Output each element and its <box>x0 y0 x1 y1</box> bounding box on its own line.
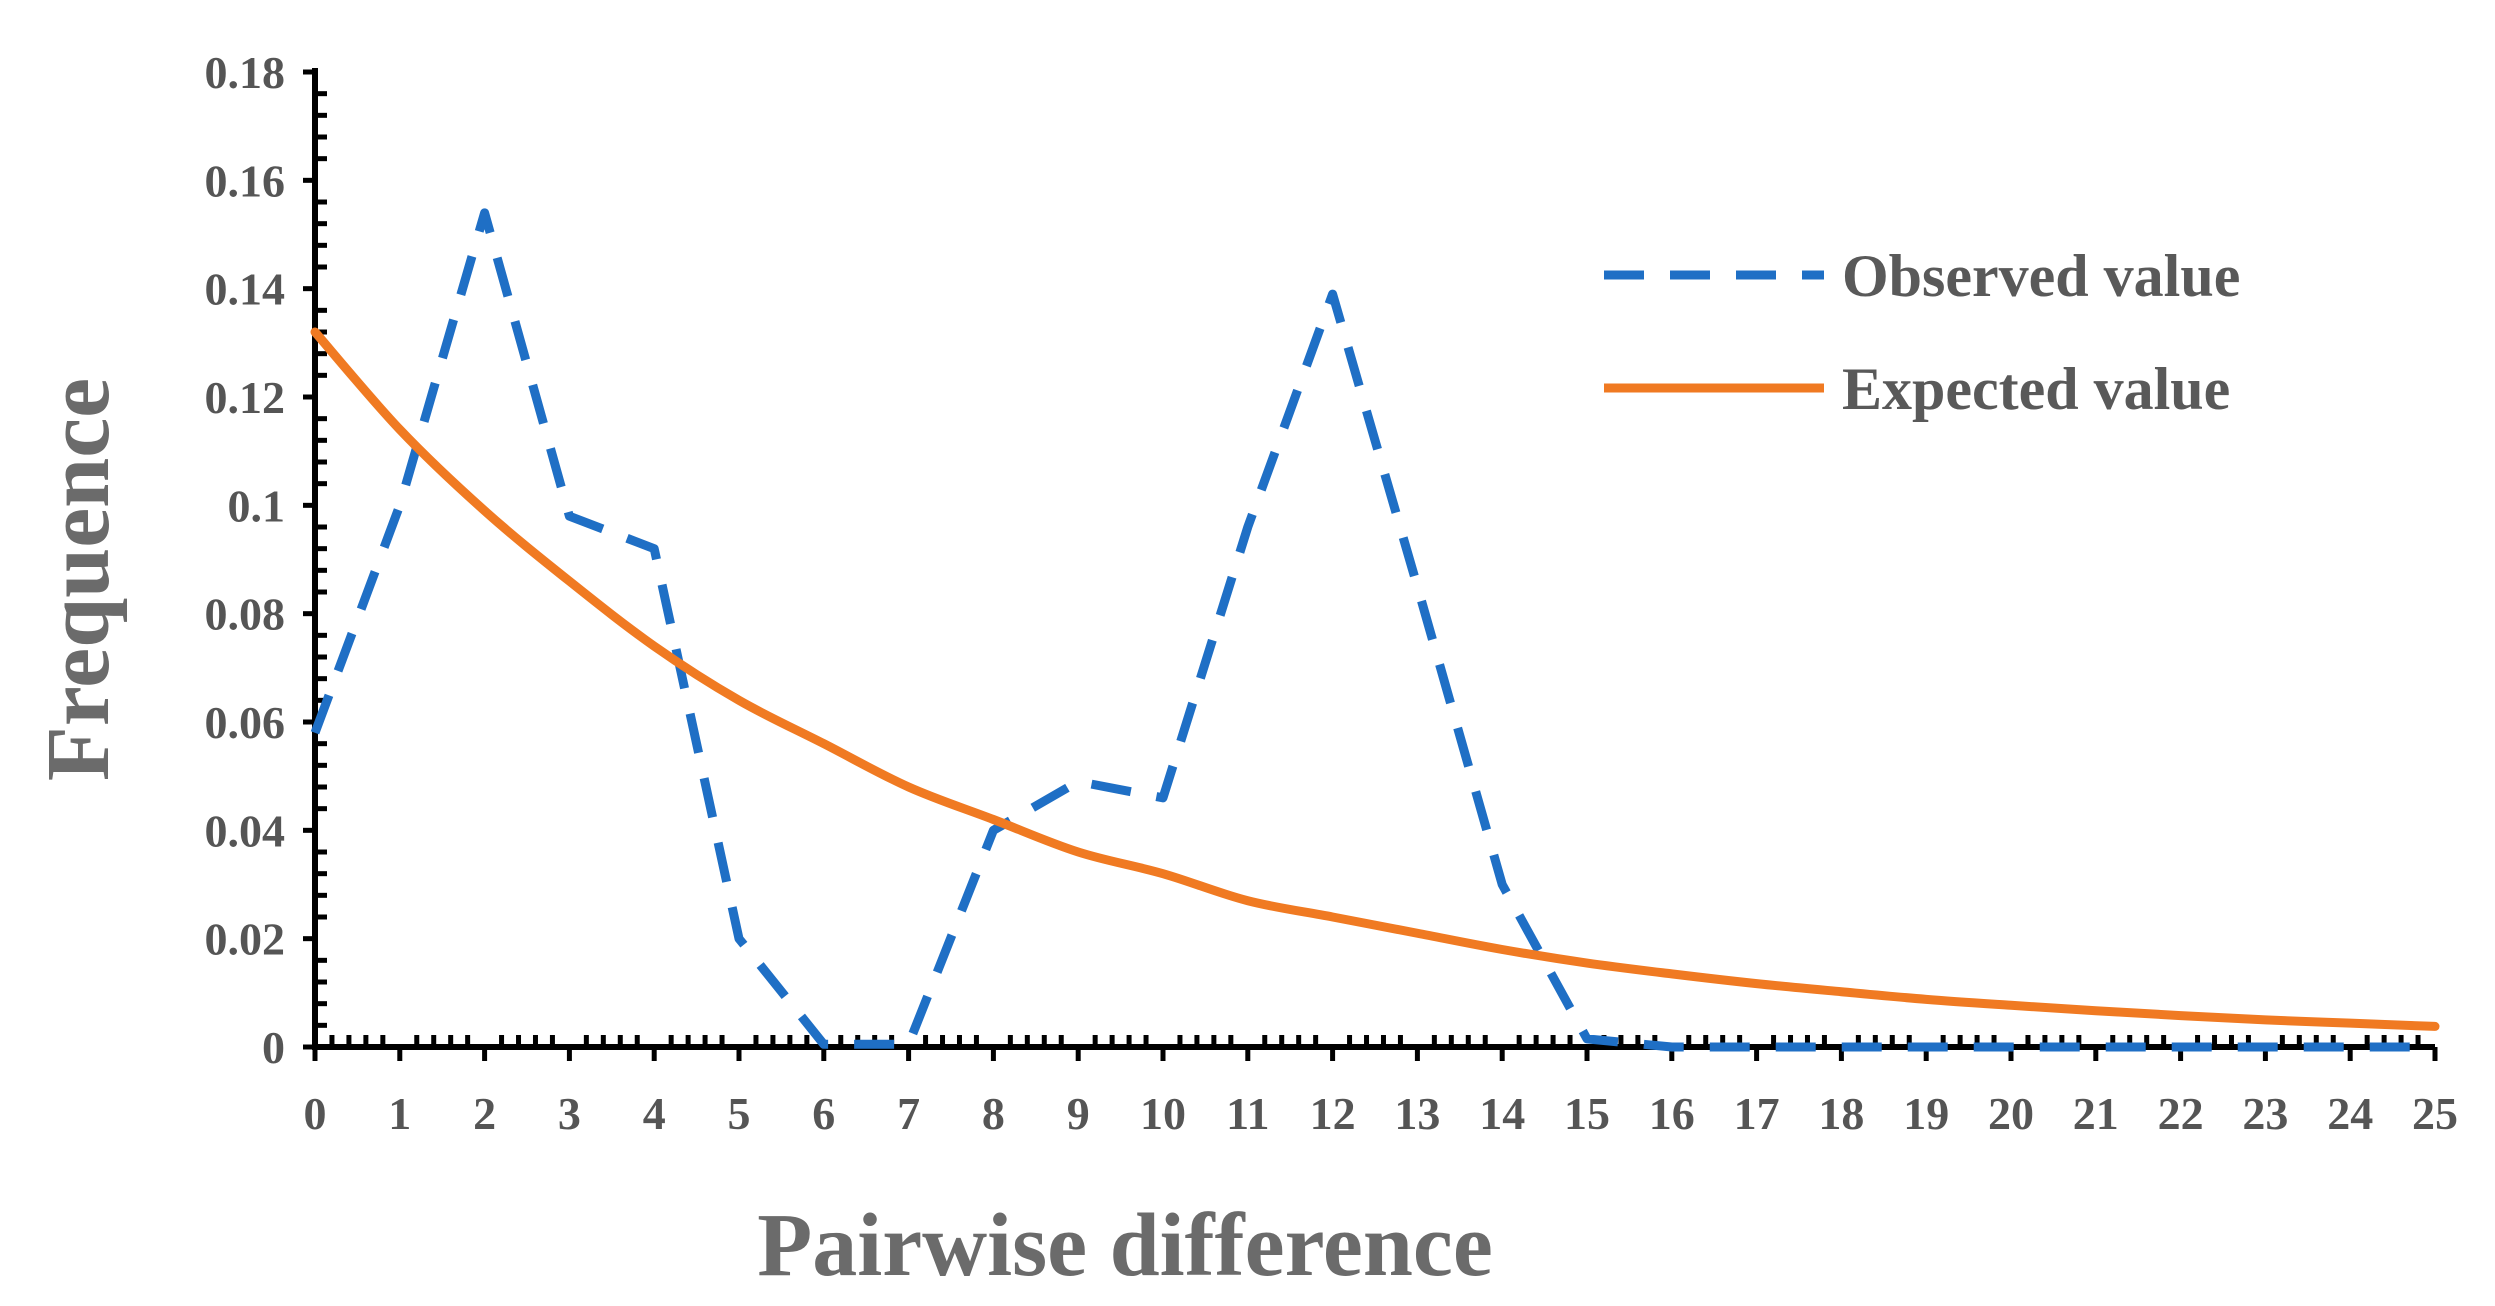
x-tick-label: 12 <box>1310 1088 1356 1139</box>
x-tick-label: 20 <box>1988 1088 2034 1139</box>
x-tick-label: 18 <box>1818 1088 1864 1139</box>
x-axis-title: Pairwise difference <box>757 1196 1493 1295</box>
x-tick-label: 8 <box>982 1088 1005 1139</box>
y-tick-label: 0.18 <box>205 47 286 98</box>
y-tick-label: 0.16 <box>205 155 286 206</box>
y-tick-label: 0 <box>262 1022 285 1073</box>
x-tick-label: 19 <box>1903 1088 1949 1139</box>
legend-label-observed: Observed value <box>1842 243 2240 309</box>
x-tick-label: 23 <box>2242 1088 2288 1139</box>
x-tick-label: 11 <box>1226 1088 1269 1139</box>
expected-value-line <box>310 327 2440 1031</box>
x-tick-label: 10 <box>1140 1088 1186 1139</box>
x-tick-label: 13 <box>1394 1088 1440 1139</box>
x-tick-label: 24 <box>2327 1088 2373 1139</box>
y-tick-label: 0.06 <box>205 697 286 748</box>
x-tick-label: 2 <box>473 1088 496 1139</box>
y-tick-label: 0.12 <box>205 372 286 423</box>
y-tick-label: 0.1 <box>228 480 286 531</box>
x-tick-label: 0 <box>304 1088 327 1139</box>
x-tick-label: 25 <box>2412 1088 2458 1139</box>
x-tick-label: 14 <box>1479 1088 1525 1139</box>
x-tick-label: 9 <box>1067 1088 1090 1139</box>
legend: Observed value Expected value <box>1604 243 2240 422</box>
x-tick-label: 1 <box>388 1088 411 1139</box>
y-tick-label: 0.02 <box>205 914 286 965</box>
x-tick-label: 7 <box>897 1088 920 1139</box>
series-layer <box>310 208 2440 1052</box>
axes: 00.020.040.060.080.10.120.140.160.180 1 2 3… <box>205 47 2459 1139</box>
x-tick-label: 3 <box>558 1088 581 1139</box>
x-tick-label: 5 <box>728 1088 751 1139</box>
y-tick-label: 0.04 <box>205 805 286 856</box>
x-tick-label: 15 <box>1564 1088 1610 1139</box>
y-tick-label: 0.08 <box>205 589 286 640</box>
x-tick-label: 6 <box>812 1088 835 1139</box>
y-tick-label: 0.14 <box>205 264 286 315</box>
legend-label-expected: Expected value <box>1842 356 2230 422</box>
x-tick-label: 4 <box>643 1088 666 1139</box>
y-axis-title: Frequence <box>29 378 128 781</box>
x-tick-label: 22 <box>2158 1088 2204 1139</box>
observed-value-line <box>310 208 2435 1052</box>
x-tick-label: 16 <box>1649 1088 1695 1139</box>
x-tick-label: 21 <box>2073 1088 2119 1139</box>
x-tick-label: 17 <box>1734 1088 1780 1139</box>
